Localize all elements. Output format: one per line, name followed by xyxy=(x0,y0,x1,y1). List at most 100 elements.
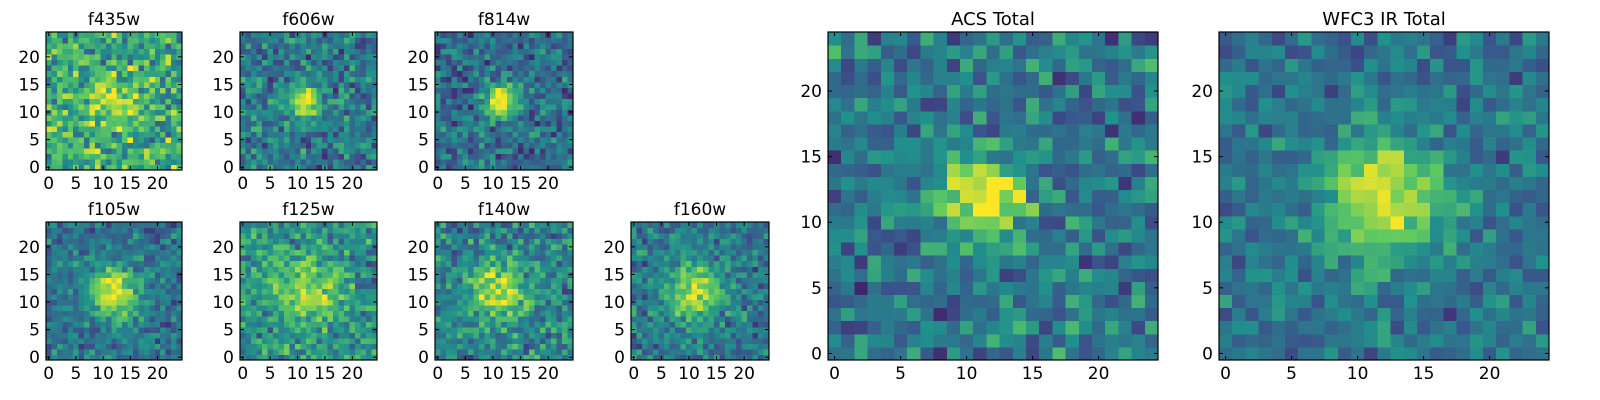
heatmap-cell xyxy=(495,282,502,289)
heatmap-cell xyxy=(528,310,535,317)
heatmap-cell xyxy=(154,114,161,121)
heatmap-cell xyxy=(67,238,74,245)
heatmap-cell xyxy=(556,142,563,149)
heatmap-cell xyxy=(484,222,491,229)
heatmap-cell xyxy=(1039,294,1053,309)
heatmap-cell xyxy=(176,293,183,300)
heatmap-cell xyxy=(122,147,129,155)
heatmap-cell xyxy=(946,294,961,309)
heatmap-cell xyxy=(171,332,178,339)
heatmap-cell xyxy=(349,103,356,110)
heatmap-cell xyxy=(366,87,373,94)
heatmap-cell xyxy=(105,299,112,306)
heatmap-cell xyxy=(89,54,96,61)
heatmap-cell xyxy=(462,249,469,256)
heatmap-cell xyxy=(512,32,519,39)
heatmap-cell xyxy=(735,266,742,273)
heatmap-cell xyxy=(867,281,882,295)
heatmap-cell xyxy=(327,37,334,44)
heatmap-cell xyxy=(245,271,252,278)
heatmap-cell xyxy=(289,277,296,284)
heatmap-cell xyxy=(567,310,574,317)
heatmap-cell xyxy=(46,249,53,256)
heatmap-cell xyxy=(854,255,869,269)
heatmap-cell xyxy=(149,87,156,94)
heatmap-cell xyxy=(122,348,129,356)
heatmap-cell xyxy=(550,282,558,289)
heatmap-cell xyxy=(457,299,464,306)
heatmap-cell xyxy=(1144,241,1159,256)
heatmap-cell xyxy=(349,87,356,94)
heatmap-cell xyxy=(272,142,279,149)
heatmap-cell xyxy=(561,158,569,166)
heatmap-cell xyxy=(327,343,334,350)
heatmap-cell xyxy=(501,43,508,50)
heatmap-cell xyxy=(360,98,367,105)
heatmap-cell xyxy=(89,120,96,127)
heatmap-cell xyxy=(697,238,704,245)
heatmap-cell xyxy=(272,59,279,66)
heatmap-cell xyxy=(338,310,345,317)
heatmap-cell xyxy=(457,54,464,61)
heatmap-cell xyxy=(691,348,698,356)
heatmap-cell xyxy=(631,282,638,289)
heatmap-cell xyxy=(133,299,140,306)
heatmap-cell xyxy=(111,337,118,345)
heatmap-cell xyxy=(697,343,704,350)
heatmap-cell xyxy=(165,158,172,166)
heatmap-cell xyxy=(105,288,112,295)
heatmap-cell xyxy=(105,233,112,240)
heatmap-cell xyxy=(62,120,69,127)
heatmap-cell xyxy=(316,332,323,339)
heatmap-cell xyxy=(479,54,486,61)
heatmap-cell xyxy=(56,277,63,284)
heatmap-cell xyxy=(468,136,475,143)
heatmap-cell xyxy=(669,271,676,278)
heatmap-cell xyxy=(267,76,274,83)
heatmap-cell xyxy=(344,114,351,121)
heatmap-cell xyxy=(636,244,643,251)
heatmap-cell xyxy=(501,81,508,88)
heatmap-cell xyxy=(289,98,296,105)
heatmap-cell xyxy=(322,103,329,110)
heatmap-cell xyxy=(165,48,172,55)
heatmap-cell xyxy=(327,315,334,322)
heatmap-cell xyxy=(73,315,80,322)
heatmap-cell xyxy=(305,354,312,361)
heatmap-cell xyxy=(116,315,123,322)
heatmap-cell xyxy=(67,59,74,66)
heatmap-cell xyxy=(51,233,58,240)
heatmap-cell xyxy=(327,120,334,127)
heatmap-cell xyxy=(116,48,123,55)
heatmap-cell xyxy=(986,189,1001,204)
heatmap-cell xyxy=(94,114,101,121)
heatmap-cell xyxy=(256,120,263,127)
heatmap-cell xyxy=(344,227,351,234)
heatmap-cell xyxy=(501,293,508,300)
heatmap-cell xyxy=(133,304,140,311)
heatmap-cell xyxy=(89,266,96,273)
heatmap-cell xyxy=(305,136,312,143)
heatmap-cell xyxy=(523,260,530,267)
heatmap-cell xyxy=(517,315,524,322)
heatmap-cell xyxy=(495,164,502,171)
heatmap-cell xyxy=(702,233,709,240)
heatmap-cell xyxy=(338,304,345,311)
heatmap-cell xyxy=(479,288,486,295)
heatmap-cell xyxy=(272,70,279,77)
heatmap-cell xyxy=(84,299,91,306)
heatmap-cell xyxy=(360,288,367,295)
heatmap-cell xyxy=(78,310,85,317)
heatmap-cell xyxy=(545,92,552,99)
heatmap-cell xyxy=(501,109,508,116)
heatmap-cell xyxy=(78,348,85,356)
heatmap-cell xyxy=(675,255,682,262)
heatmap-cell xyxy=(311,103,318,110)
heatmap-cell xyxy=(311,81,318,88)
heatmap-cell xyxy=(746,277,754,284)
heatmap-cell xyxy=(642,282,649,289)
heatmap-cell xyxy=(311,114,318,121)
heatmap-cell xyxy=(1144,228,1159,243)
heatmap-cell xyxy=(133,337,140,345)
heatmap-cell xyxy=(349,98,356,105)
